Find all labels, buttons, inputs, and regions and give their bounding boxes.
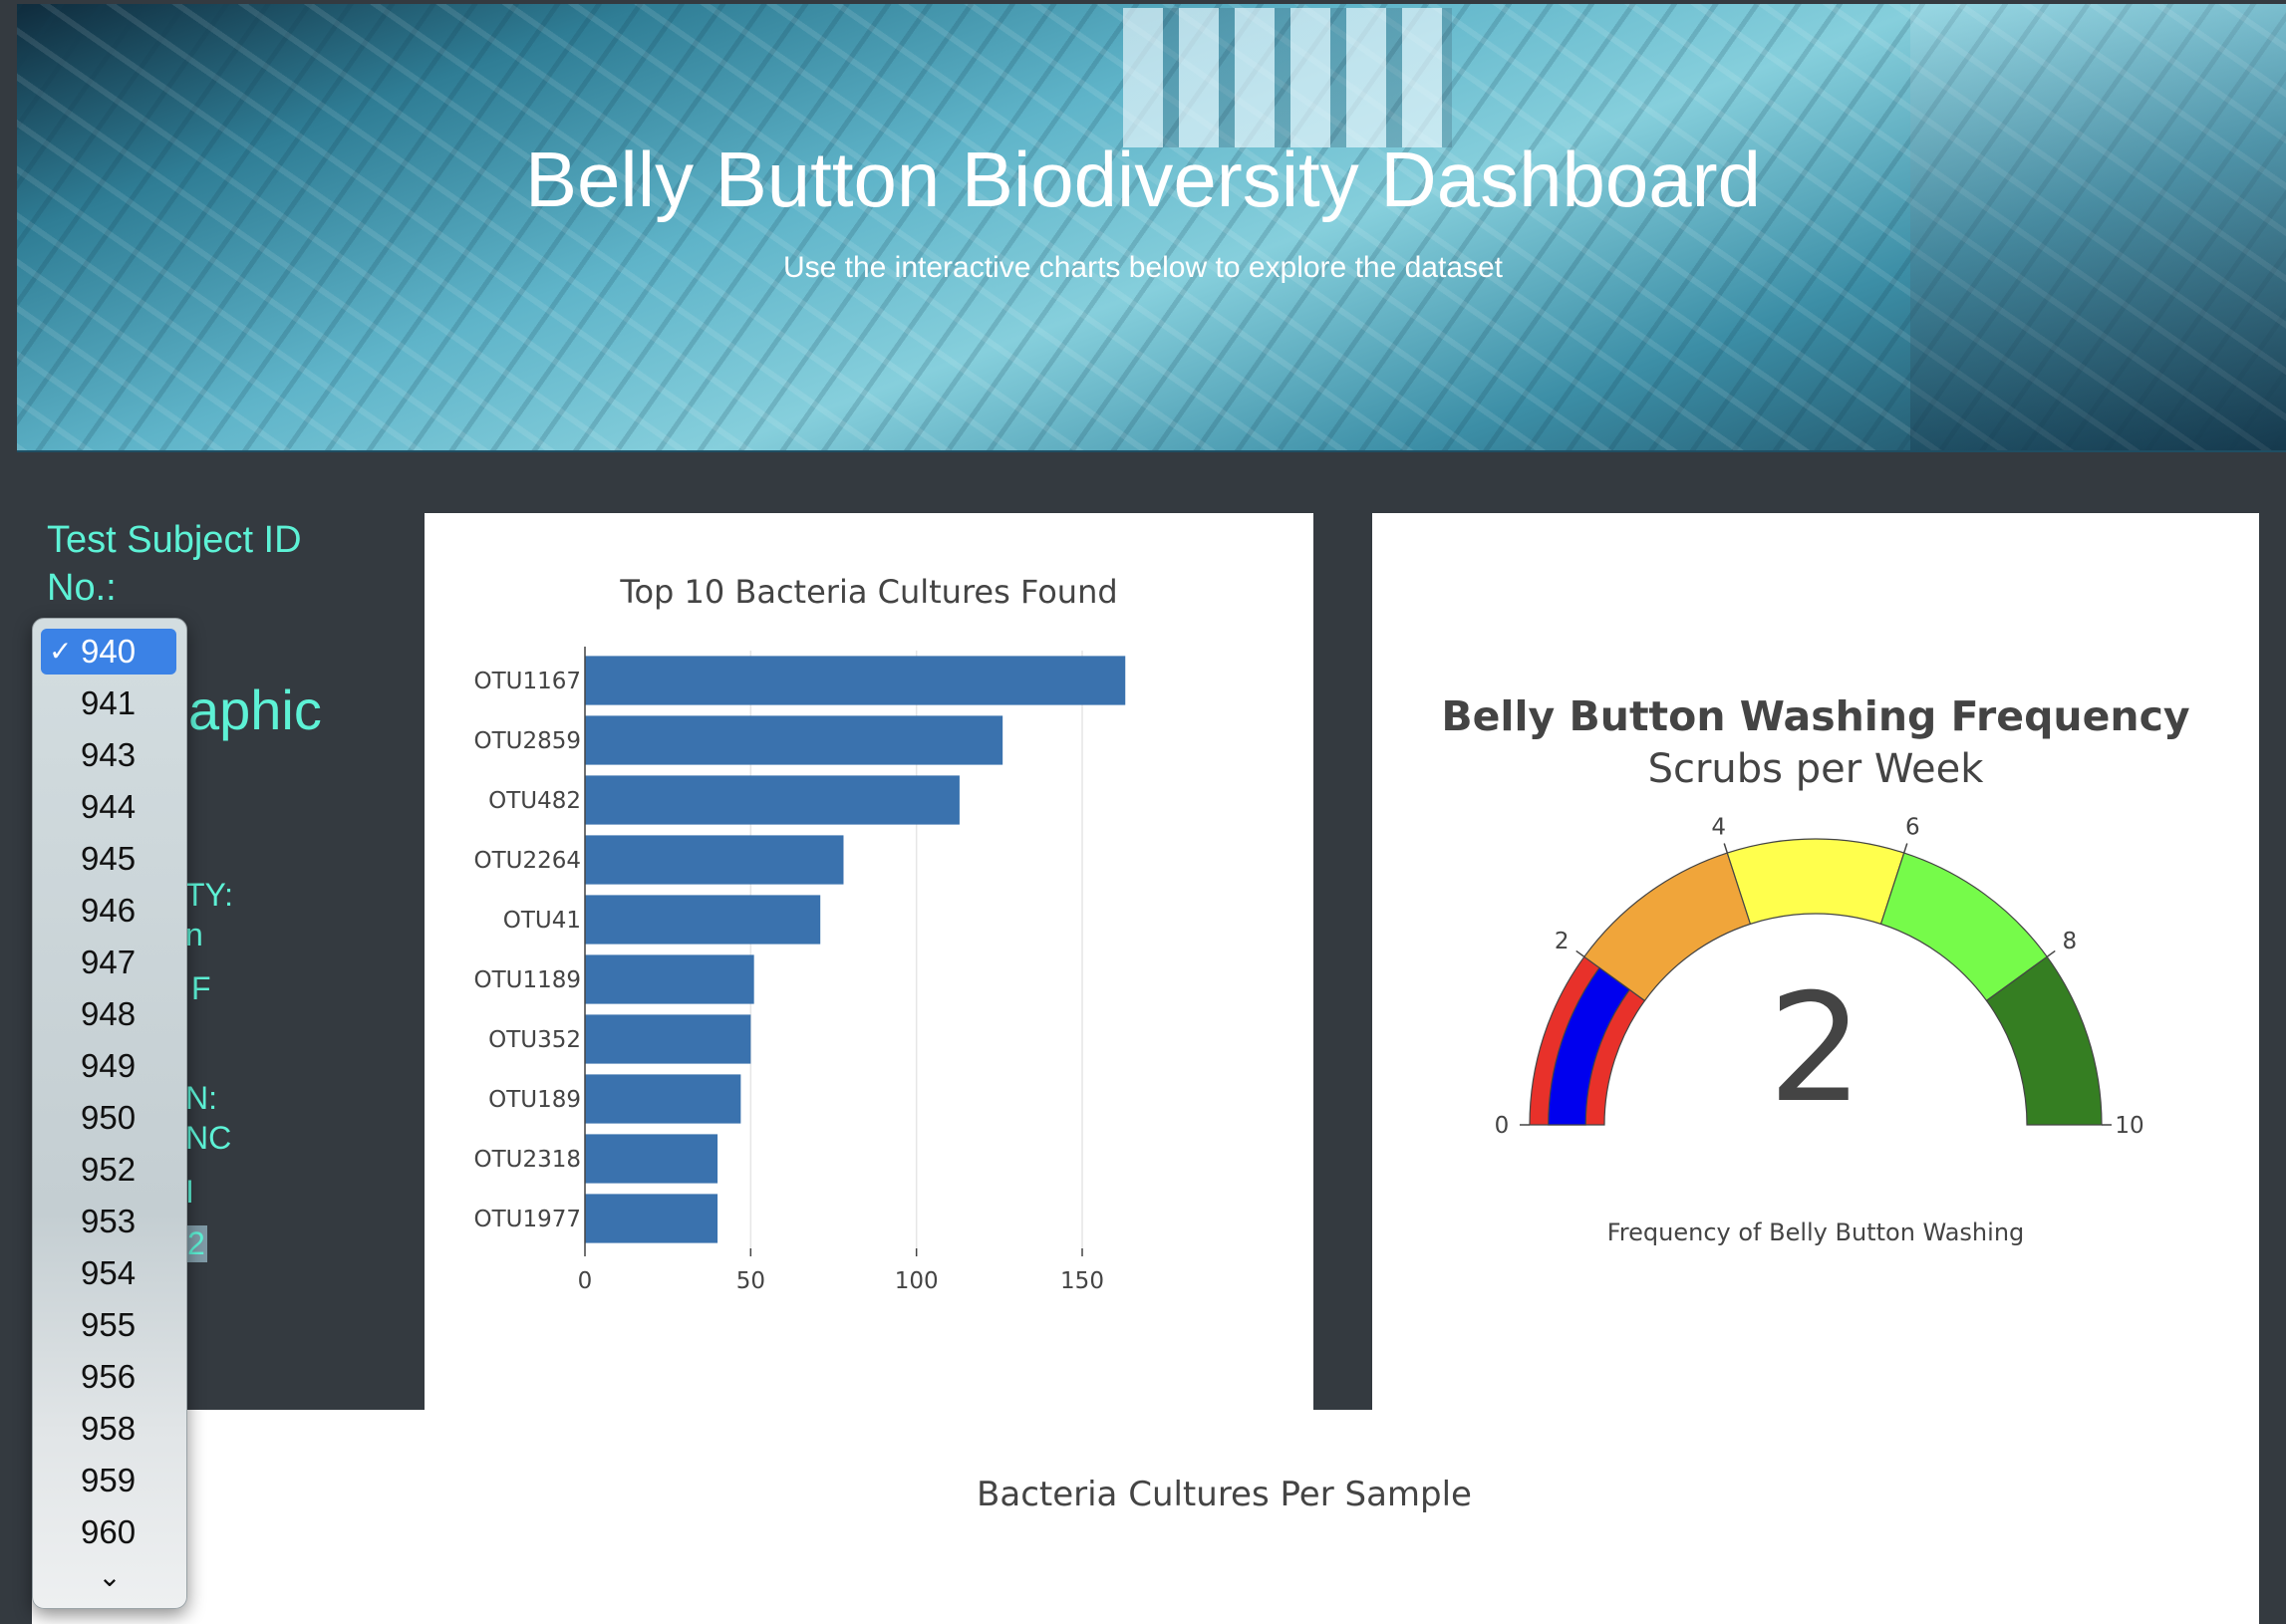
gauge-tick-label: 2 [1555,929,1570,954]
dropdown-option[interactable]: 944 [81,788,137,825]
y-tick-label: OTU1189 [473,967,581,993]
gauge-xlabel: Frequency of Belly Button Washing [1607,1218,2025,1246]
page-title: Belly Button Biodiversity Dashboard [525,135,1761,223]
gauge-value-bar [1548,966,1631,1126]
header-banner [17,4,2286,452]
dropdown-option[interactable]: 945 [81,840,137,877]
gauge-chart-panel: Belly Button Washing Frequency Scrubs per… [1372,513,2259,1410]
dropdown-option[interactable]: 943 [81,736,137,773]
dropdown-option[interactable]: 941 [81,684,137,721]
gauge-tick-label: 10 [2115,1113,2143,1139]
y-tick-label: OTU352 [488,1027,581,1053]
x-tick-label: 150 [1060,1268,1104,1294]
demo-fragment: N: [185,1080,217,1116]
dropdown-option[interactable]: 946 [81,892,137,929]
dropdown-option[interactable]: 955 [81,1306,137,1343]
y-tick-label: OTU482 [488,788,581,814]
gauge-tick-label: 8 [2063,929,2078,954]
gauge-tick-label: 0 [1495,1113,1510,1139]
gauge-value: 2 [1768,962,1862,1136]
bubble-chart-title: Bacteria Cultures Per Sample [977,1475,1472,1514]
page-subtitle: Use the interactive charts below to expl… [782,251,1504,284]
dropdown-option[interactable]: ✓ 940 [41,629,176,675]
subject-id-dropdown[interactable]: ✓ 940 941 943 944 945 946 947 948 949 950 952 953 954… [32,618,187,1609]
lab-vials-image [1123,8,1452,147]
dropdown-option[interactable]: 959 [81,1462,137,1498]
gauge-tick-mark [2046,949,2056,957]
bar-chart-panel: Top 10 Bacteria Cultures Found 0 50 100 150 O… [425,513,1313,1410]
demo-fragment: TY: [185,877,234,913]
dropdown-option[interactable]: 949 [81,1047,137,1084]
demo-fragment: n [185,917,203,952]
dropdown-option[interactable]: 947 [81,944,137,980]
bar [585,1074,741,1124]
y-tick-label: OTU1167 [473,669,581,694]
dropdown-option[interactable]: 953 [81,1203,137,1239]
bar-chart[interactable]: Top 10 Bacteria Cultures Found 0 50 100 150 O… [425,513,1313,1410]
dropdown-option[interactable]: 948 [81,995,137,1032]
bar [585,954,754,1004]
gauge-tick-label: 6 [1905,814,1920,840]
gauge-subtitle: Scrubs per Week [1648,746,1985,792]
demo-fragment: NC [185,1120,232,1156]
x-tick-label: 50 [736,1268,765,1294]
bar [585,1194,718,1243]
bar-chart-title: Top 10 Bacteria Cultures Found [619,573,1117,611]
y-tick-label: OTU2318 [473,1147,581,1173]
bar [585,656,1126,705]
check-icon: ✓ [49,636,73,667]
bubble-chart-panel: Bacteria Cultures Per Sample [189,1410,2259,1624]
gauge-tick-label: 4 [1711,814,1726,840]
bar [585,715,1003,765]
y-tick-label: OTU1977 [473,1207,581,1232]
demo-fragment: 2 [185,1225,207,1262]
bar [585,895,821,945]
bar [585,775,960,825]
dropdown-option[interactable]: 956 [81,1358,137,1395]
gauge-tick-mark [1723,843,1729,854]
x-tick-label: 0 [578,1268,593,1294]
bar [585,1134,718,1184]
gauge-tick-mark [1902,843,1908,854]
dropdown-option[interactable]: 950 [81,1099,137,1136]
dropdown-option[interactable]: 958 [81,1410,137,1447]
bar [585,1014,751,1064]
x-tick-label: 100 [895,1268,939,1294]
chevron-down-icon[interactable]: ⌄ [98,1561,122,1592]
y-tick-label: OTU41 [503,908,581,934]
y-tick-label: OTU189 [488,1087,581,1113]
subject-id-label: Test Subject ID No.: [47,519,302,609]
y-tick-label: OTU2264 [473,848,581,874]
gauge-step [1726,838,1905,926]
dropdown-option[interactable]: 952 [81,1151,137,1188]
lab-rack-image [1910,4,2286,450]
gauge-title: Belly Button Washing Frequency [1441,692,2189,740]
demo-fragment: F [191,970,211,1006]
y-tick-label: OTU2859 [473,728,581,754]
dropdown-option[interactable]: 960 [81,1513,137,1550]
gauge-tick-mark [1575,949,1585,957]
demo-fragment: I [185,1174,194,1210]
dropdown-option[interactable]: 954 [81,1254,137,1291]
gauge-chart[interactable]: Belly Button Washing Frequency Scrubs per… [1372,513,2259,1410]
bar [585,835,844,885]
